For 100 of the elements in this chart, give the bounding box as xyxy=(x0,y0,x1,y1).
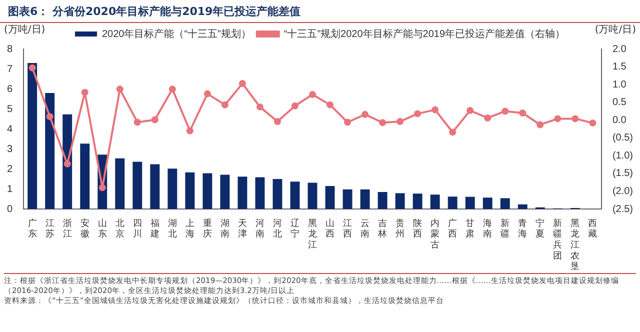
point xyxy=(309,91,316,98)
bar xyxy=(80,144,90,209)
bar xyxy=(150,164,160,209)
x-tick-label: 新疆兵团 xyxy=(553,218,562,260)
x-tick-label: 新疆 xyxy=(500,218,510,239)
bar xyxy=(115,158,125,209)
bar xyxy=(448,196,458,209)
x-tick-label: 山东 xyxy=(98,218,107,239)
point xyxy=(362,110,369,118)
bar xyxy=(185,172,195,209)
point xyxy=(536,121,544,128)
bar xyxy=(482,198,492,209)
x-tick-label: 浙江 xyxy=(62,218,72,239)
point xyxy=(449,128,456,136)
point xyxy=(168,86,176,93)
y2-tick-label: (1.0) xyxy=(612,150,633,162)
x-tick-label: 福建 xyxy=(149,218,160,239)
point xyxy=(572,115,579,122)
y2-tick-label: (1.5) xyxy=(612,168,633,180)
bar xyxy=(518,204,528,209)
y-tick-label: 3 xyxy=(7,144,13,155)
point xyxy=(46,113,54,120)
y2-tick-label: 0.5 xyxy=(612,97,627,108)
point xyxy=(344,118,352,126)
point xyxy=(81,88,88,96)
bar xyxy=(342,189,352,209)
x-tick-label: 吉林 xyxy=(377,218,388,239)
point xyxy=(466,107,474,114)
point xyxy=(221,101,228,108)
x-tick-label: 内蒙古 xyxy=(430,218,440,250)
point xyxy=(396,118,404,126)
bar xyxy=(430,194,440,209)
bar xyxy=(28,63,38,209)
x-tick-label: 黑龙江 xyxy=(308,218,317,250)
point xyxy=(238,80,246,87)
point xyxy=(414,110,422,118)
bar xyxy=(360,189,370,209)
y-tick-label: 8 xyxy=(7,44,13,55)
x-tick-label: 宁夏 xyxy=(536,218,545,239)
x-tick-label: 湖南 xyxy=(220,218,230,239)
bar xyxy=(378,192,388,209)
y-tick-label: 7 xyxy=(7,64,13,75)
bar xyxy=(308,182,318,209)
bar xyxy=(255,177,265,209)
y2-tick-label: 2.0 xyxy=(612,44,627,55)
point xyxy=(379,119,386,126)
point xyxy=(502,108,509,115)
point xyxy=(186,127,194,134)
x-tick-label: 江苏 xyxy=(45,218,54,239)
bar xyxy=(412,194,422,209)
bar xyxy=(238,176,248,209)
point xyxy=(116,86,124,93)
point xyxy=(274,118,281,126)
x-tick-label: 黑龙江农垦 xyxy=(570,218,580,272)
y-tick-label: 1 xyxy=(7,184,13,195)
point xyxy=(204,90,211,98)
x-tick-label: 山西 xyxy=(326,218,335,239)
y2-tick-label: (0.5) xyxy=(612,132,633,144)
bar xyxy=(202,173,212,209)
point xyxy=(484,114,492,122)
bar xyxy=(325,186,335,209)
y2-tick-label: (2.0) xyxy=(612,186,633,197)
y-tick-label: 6 xyxy=(7,84,13,95)
x-tick-label: 北京 xyxy=(115,218,124,239)
x-tick-label: 安徽 xyxy=(80,218,90,239)
x-tick-label: 陕西 xyxy=(413,218,422,239)
y2-tick-label: 0.0 xyxy=(612,114,627,126)
x-tick-label: 四川 xyxy=(132,218,142,239)
x-tick-label: 上海 xyxy=(185,218,194,239)
point xyxy=(256,103,264,110)
bar xyxy=(272,179,282,209)
x-tick-label: 云南 xyxy=(360,218,370,239)
y2-tick-label: 1.0 xyxy=(612,79,627,90)
x-tick-label: 河北 xyxy=(272,218,282,239)
point xyxy=(554,115,562,122)
legend-label: “十三五”规划2020年目标产能与2019年已投运产能差值（右轴） xyxy=(284,28,566,40)
x-tick-label: 天津 xyxy=(238,218,247,239)
bar xyxy=(290,182,300,209)
y-tick-label: 5 xyxy=(7,104,13,115)
point xyxy=(519,110,526,116)
y-tick-label: 4 xyxy=(7,124,13,135)
x-tick-label: 广西 xyxy=(448,218,458,239)
x-tick-label: 湖北 xyxy=(168,218,177,239)
chart-title: 图表6： 分省份2020年目标产能与2019年已投运产能差值 xyxy=(0,0,640,23)
point xyxy=(291,102,298,110)
bar xyxy=(168,168,178,209)
y-tick-label: 2 xyxy=(7,164,13,175)
point xyxy=(64,160,71,168)
x-tick-label: 西藏 xyxy=(588,218,598,239)
bar xyxy=(45,93,55,209)
x-tick-label: 重庆 xyxy=(202,218,212,239)
x-tick-label: 辽宁 xyxy=(290,218,300,239)
bar xyxy=(132,162,142,209)
x-tick-label: 甘肃 xyxy=(466,218,475,239)
x-tick-label: 广东 xyxy=(28,218,37,239)
y-axis-title: (万吨/日) xyxy=(4,24,46,36)
y2-tick-label: (2.5) xyxy=(612,204,633,215)
point xyxy=(326,101,334,108)
bar xyxy=(500,198,510,209)
bar xyxy=(62,114,72,209)
